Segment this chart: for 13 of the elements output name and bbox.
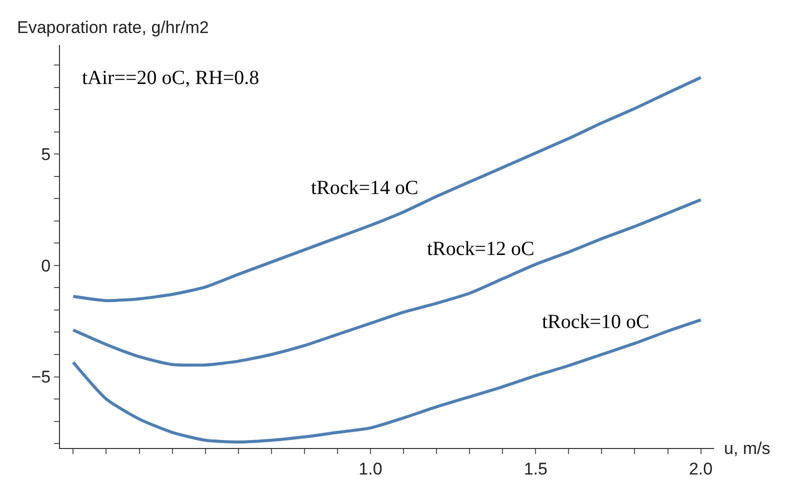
x-axis-title: u, m/s: [724, 439, 770, 458]
y-axis-title: Evaporation rate, g/hr/m2: [17, 18, 209, 37]
annotation: tAir==20 oC, RH=0.8: [82, 67, 260, 89]
line-series: [72, 198, 702, 367]
y-tick-label: −5: [31, 368, 51, 387]
annotation: tRock=12 oC: [427, 238, 534, 260]
x-tick-label: 1.0: [358, 459, 382, 478]
y-tick-label: 0: [41, 256, 51, 276]
annotation: tRock=10 oC: [542, 311, 650, 333]
x-tick-label: 1.5: [524, 459, 548, 478]
annotation: tRock=14 oC: [311, 177, 418, 199]
x-tick-label: 2.0: [688, 459, 713, 478]
y-tick-label: 5: [41, 145, 51, 164]
